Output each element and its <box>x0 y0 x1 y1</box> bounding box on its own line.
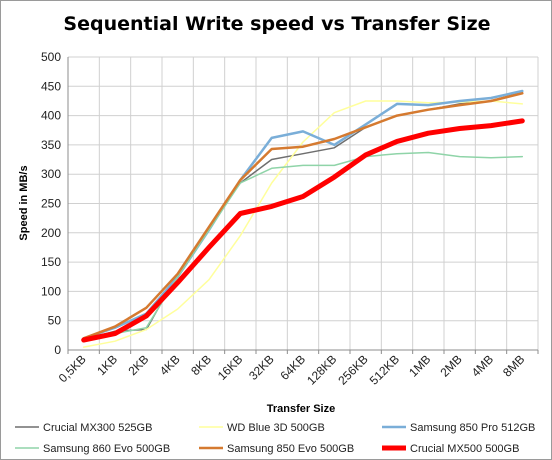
y-tick-label: 300 <box>41 167 61 181</box>
x-tick-label: 2KB <box>126 352 152 378</box>
legend-label: Samsung 860 Evo 500GB <box>43 443 170 455</box>
legend: Crucial MX300 525GB WD Blue 3D 500GB Samsu… <box>15 422 535 455</box>
axes <box>67 57 539 354</box>
legend-label: Crucial MX300 525GB <box>43 422 152 434</box>
x-tick-labels: 0,5KB 1KB 2KB 4KB 8KB 16KB 32KB 64KB128KB256KB5… <box>56 352 528 387</box>
y-tick-label: 250 <box>41 197 61 211</box>
x-tick-label: 16KB <box>215 352 246 383</box>
y-tick-label: 200 <box>41 226 61 240</box>
y-tick-label: 0 <box>54 343 61 357</box>
legend-label: Crucial MX500 500GB <box>410 443 519 455</box>
x-tick-label: 4MB <box>469 352 496 379</box>
chart-title: Sequential Write speed vs Transfer Size <box>63 13 490 35</box>
y-tick-label: 400 <box>41 109 61 123</box>
series-lines <box>81 89 525 348</box>
x-tick-label: 32KB <box>246 352 277 383</box>
x-tick-label: 1KB <box>94 352 120 378</box>
y-tick-label: 50 <box>48 314 62 328</box>
x-tick-label: 8MB <box>500 352 527 379</box>
legend-label: Samsung 850 Pro 512GB <box>410 422 535 434</box>
y-tick-label: 350 <box>41 138 61 152</box>
x-tick-label: 128KB <box>304 352 339 387</box>
y-tick-labels: 0 50 100 150 200 250 300 350 400 450 500 <box>41 50 61 357</box>
legend-label: WD Blue 3D 500GB <box>227 422 325 434</box>
x-tick-label: 256KB <box>335 352 370 387</box>
y-tick-label: 450 <box>41 79 61 93</box>
x-tick-label: 8KB <box>188 352 214 378</box>
y-axis-label: Speed in MB/s <box>18 165 30 240</box>
series-line <box>81 118 525 343</box>
x-tick-label: 2MB <box>437 352 464 379</box>
x-axis-label: Transfer Size <box>267 403 335 415</box>
legend-label: Samsung 850 Evo 500GB <box>227 443 354 455</box>
series-line <box>82 151 524 342</box>
y-tick-label: 100 <box>41 284 61 298</box>
y-tick-label: 150 <box>41 255 61 269</box>
x-tick-label: 4KB <box>157 352 183 378</box>
x-tick-label: 512KB <box>367 352 402 387</box>
x-tick-label: 0,5KB <box>56 352 89 385</box>
x-tick-label: 1MB <box>406 352 433 379</box>
y-tick-label: 500 <box>41 50 61 64</box>
series-line <box>82 92 524 340</box>
